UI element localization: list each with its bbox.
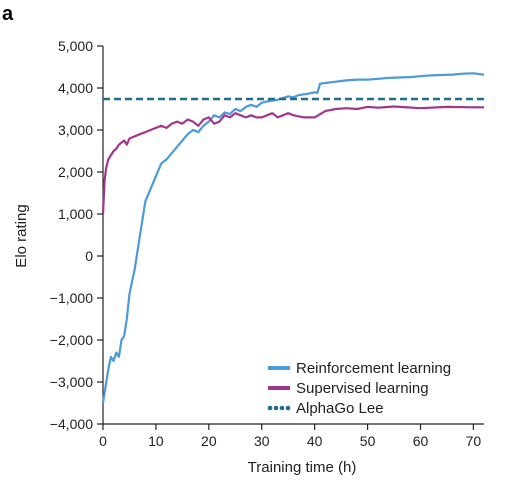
legend-swatch-dot (273, 405, 279, 411)
axes: −4,000 −3,000 −2,000 −1,000 0 1,000 2,000 3,000… (50, 38, 484, 449)
x-tick-label: 60 (413, 433, 429, 449)
x-tick-label: 50 (360, 433, 376, 449)
legend-item-reinforcement: Reinforcement learning (268, 360, 451, 377)
y-tick-label: −3,000 (50, 374, 93, 390)
legend-swatch-dot (267, 405, 273, 411)
y-tick-label: 4,000 (58, 80, 93, 96)
legend-label: Reinforcement learning (296, 360, 451, 377)
y-tick-label: 0 (85, 248, 93, 264)
reinforcement-learning-line (101, 72, 485, 404)
legend-item-supervised: Supervised learning (268, 380, 429, 397)
x-tick-label: 20 (201, 433, 217, 449)
panel-label: a (2, 3, 14, 25)
x-tick-label: 10 (148, 433, 164, 449)
y-tick-label: −2,000 (50, 332, 93, 348)
legend-item-alphago-lee: AlphaGo Lee (267, 400, 384, 417)
x-tick-label: 40 (307, 433, 323, 449)
y-tick-label: 2,000 (58, 164, 93, 180)
legend-swatch-dot (285, 405, 291, 411)
legend: Reinforcement learning Supervised learnin… (267, 360, 451, 417)
x-tick-label: 30 (254, 433, 270, 449)
y-tick-label: 5,000 (58, 38, 93, 54)
y-axis-title: Elo rating (13, 204, 30, 267)
x-tick-label: 70 (466, 433, 482, 449)
y-tick-label: −4,000 (50, 416, 93, 432)
legend-swatch-dot (279, 405, 285, 411)
y-tick-label: 1,000 (58, 206, 93, 222)
y-tick-label: 3,000 (58, 122, 93, 138)
series-layer (101, 72, 485, 404)
legend-label: AlphaGo Lee (296, 400, 384, 417)
y-tick-label: −1,000 (50, 290, 93, 306)
supervised-learning-line (101, 105, 484, 215)
x-axis-title: Training time (h) (248, 459, 357, 476)
legend-label: Supervised learning (296, 380, 429, 397)
x-tick-label: 0 (99, 433, 107, 449)
